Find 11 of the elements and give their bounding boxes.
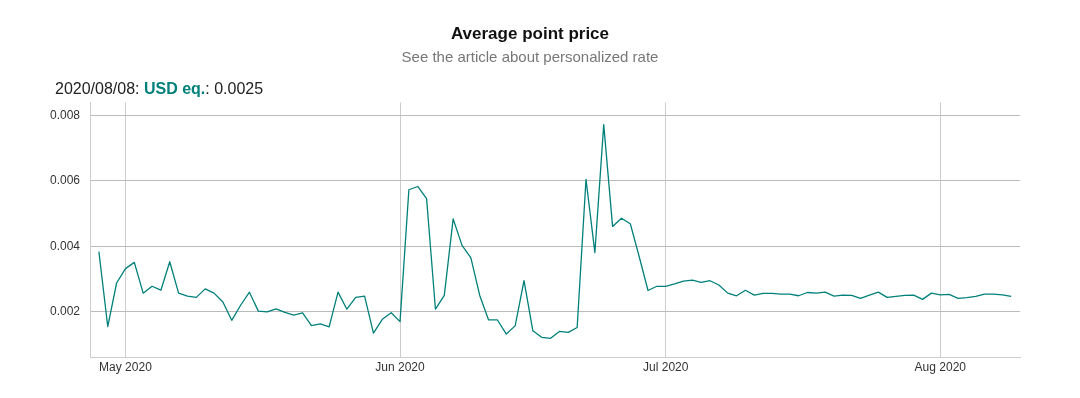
y-tick-label: 0.004 [50, 238, 81, 253]
x-tick-label: Jul 2020 [643, 360, 689, 375]
x-tick-label: Aug 2020 [914, 360, 967, 375]
y-tick-label: 0.008 [50, 107, 81, 122]
chart-title: Average point price [450, 23, 610, 43]
text: 2020/08/08: USD eq.: 0.0025 [55, 80, 264, 98]
y-tick-label: 0.006 [50, 173, 81, 188]
y-tick-label: 0.002 [50, 304, 81, 319]
chart-subtitle: See the article about personalized rate [401, 47, 659, 65]
x-tick-label: Jun 2020 [375, 360, 426, 375]
x-tick-label: May 2020 [99, 360, 153, 375]
